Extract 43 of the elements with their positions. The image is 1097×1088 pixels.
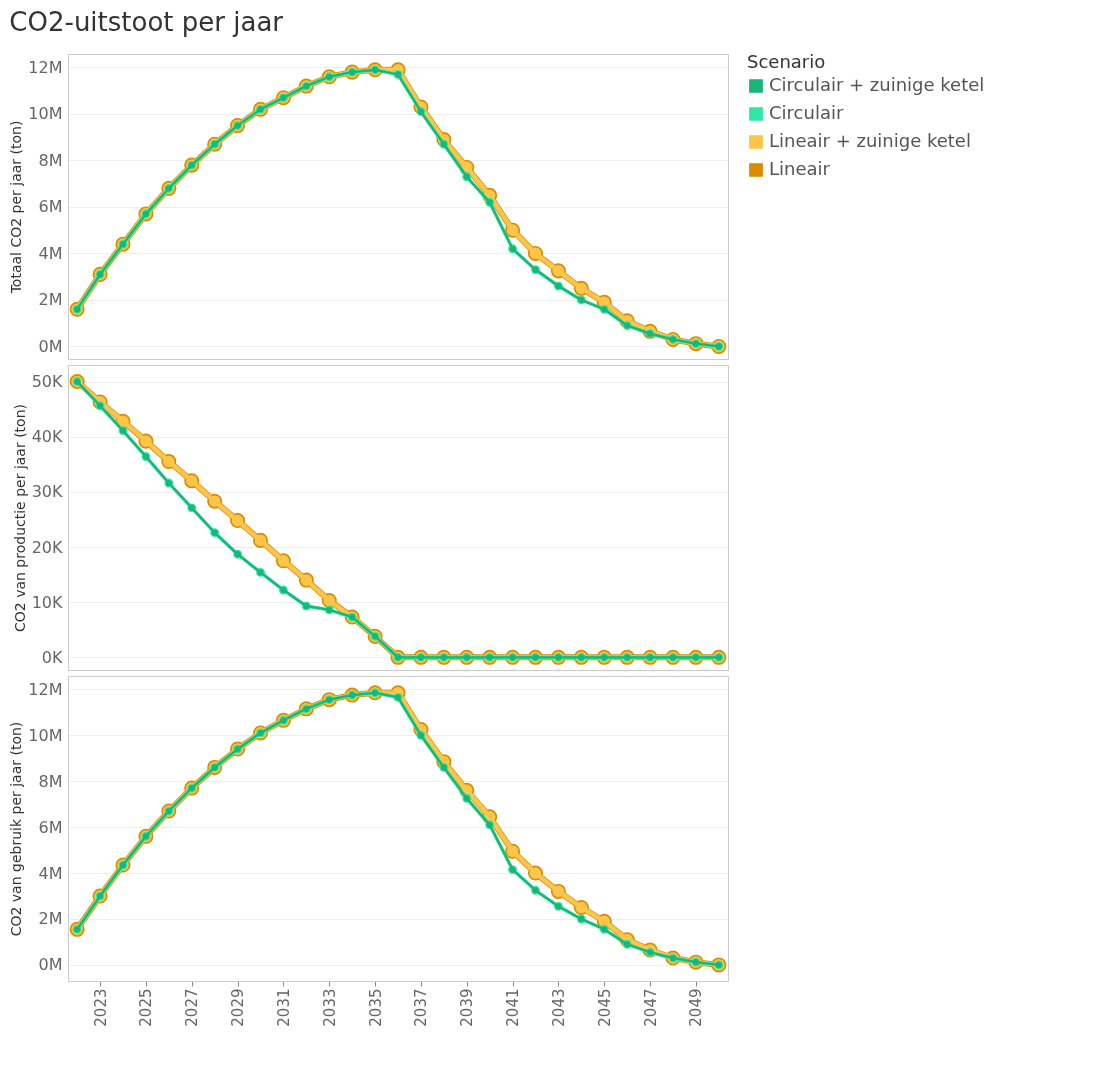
y-tick-label: 50K [31, 372, 63, 392]
y-tick-label: 4M [38, 863, 63, 883]
y-tick-label: 8M [38, 771, 63, 791]
y-axis-title: CO2 van gebruik per jaar (ton) [8, 721, 25, 937]
y-tick-label: 12M [28, 679, 63, 699]
x-tick-label: 2033 [320, 988, 339, 1027]
y-tick-label: 10K [31, 592, 63, 612]
y-tick-label: 0K [41, 647, 64, 667]
y-tick-label: 2M [38, 290, 63, 310]
y-tick-label: 12M [28, 57, 63, 77]
x-tick-label: 2045 [595, 988, 614, 1027]
legend-title: Scenario [747, 51, 826, 72]
y-tick-label: 6M [38, 817, 63, 837]
x-tick-label: 2043 [549, 988, 568, 1027]
x-tick-label: 2023 [91, 988, 110, 1027]
legend-label: Circulair + zuinige ketel [769, 74, 985, 95]
x-tick-label: 2041 [504, 988, 523, 1027]
y-tick-label: 4M [38, 243, 63, 263]
legend-label: Circulair [769, 102, 844, 123]
x-tick-label: 2031 [274, 988, 293, 1027]
y-tick-label: 10M [28, 104, 63, 124]
x-tick-label: 2047 [641, 988, 660, 1027]
y-tick-label: 10M [28, 725, 63, 745]
y-tick-label: 30K [31, 482, 63, 502]
x-tick-label: 2037 [412, 988, 431, 1027]
legend-label: Lineair + zuinige ketel [769, 130, 971, 151]
y-tick-label: 2M [38, 909, 63, 929]
y-tick-label: 40K [31, 427, 63, 447]
legend-label: Lineair [769, 158, 831, 179]
x-tick-label: 2039 [458, 988, 477, 1027]
y-tick-label: 0M [38, 955, 63, 975]
y-tick-label: 20K [31, 537, 63, 557]
y-tick-label: 0M [38, 336, 63, 356]
x-tick-label: 2027 [183, 988, 202, 1027]
y-tick-label: 8M [38, 150, 63, 170]
chart-title: CO2-uitstoot per jaar [9, 6, 284, 37]
x-tick-label: 2029 [229, 988, 248, 1027]
x-tick-label: 2025 [137, 988, 156, 1027]
y-axis-title: CO2 van productie per jaar (ton) [11, 404, 28, 632]
x-tick-label: 2049 [687, 988, 706, 1027]
y-axis-title: Totaal CO2 per jaar (ton) [8, 120, 25, 295]
x-tick-label: 2035 [366, 988, 385, 1027]
y-tick-label: 6M [38, 197, 63, 217]
